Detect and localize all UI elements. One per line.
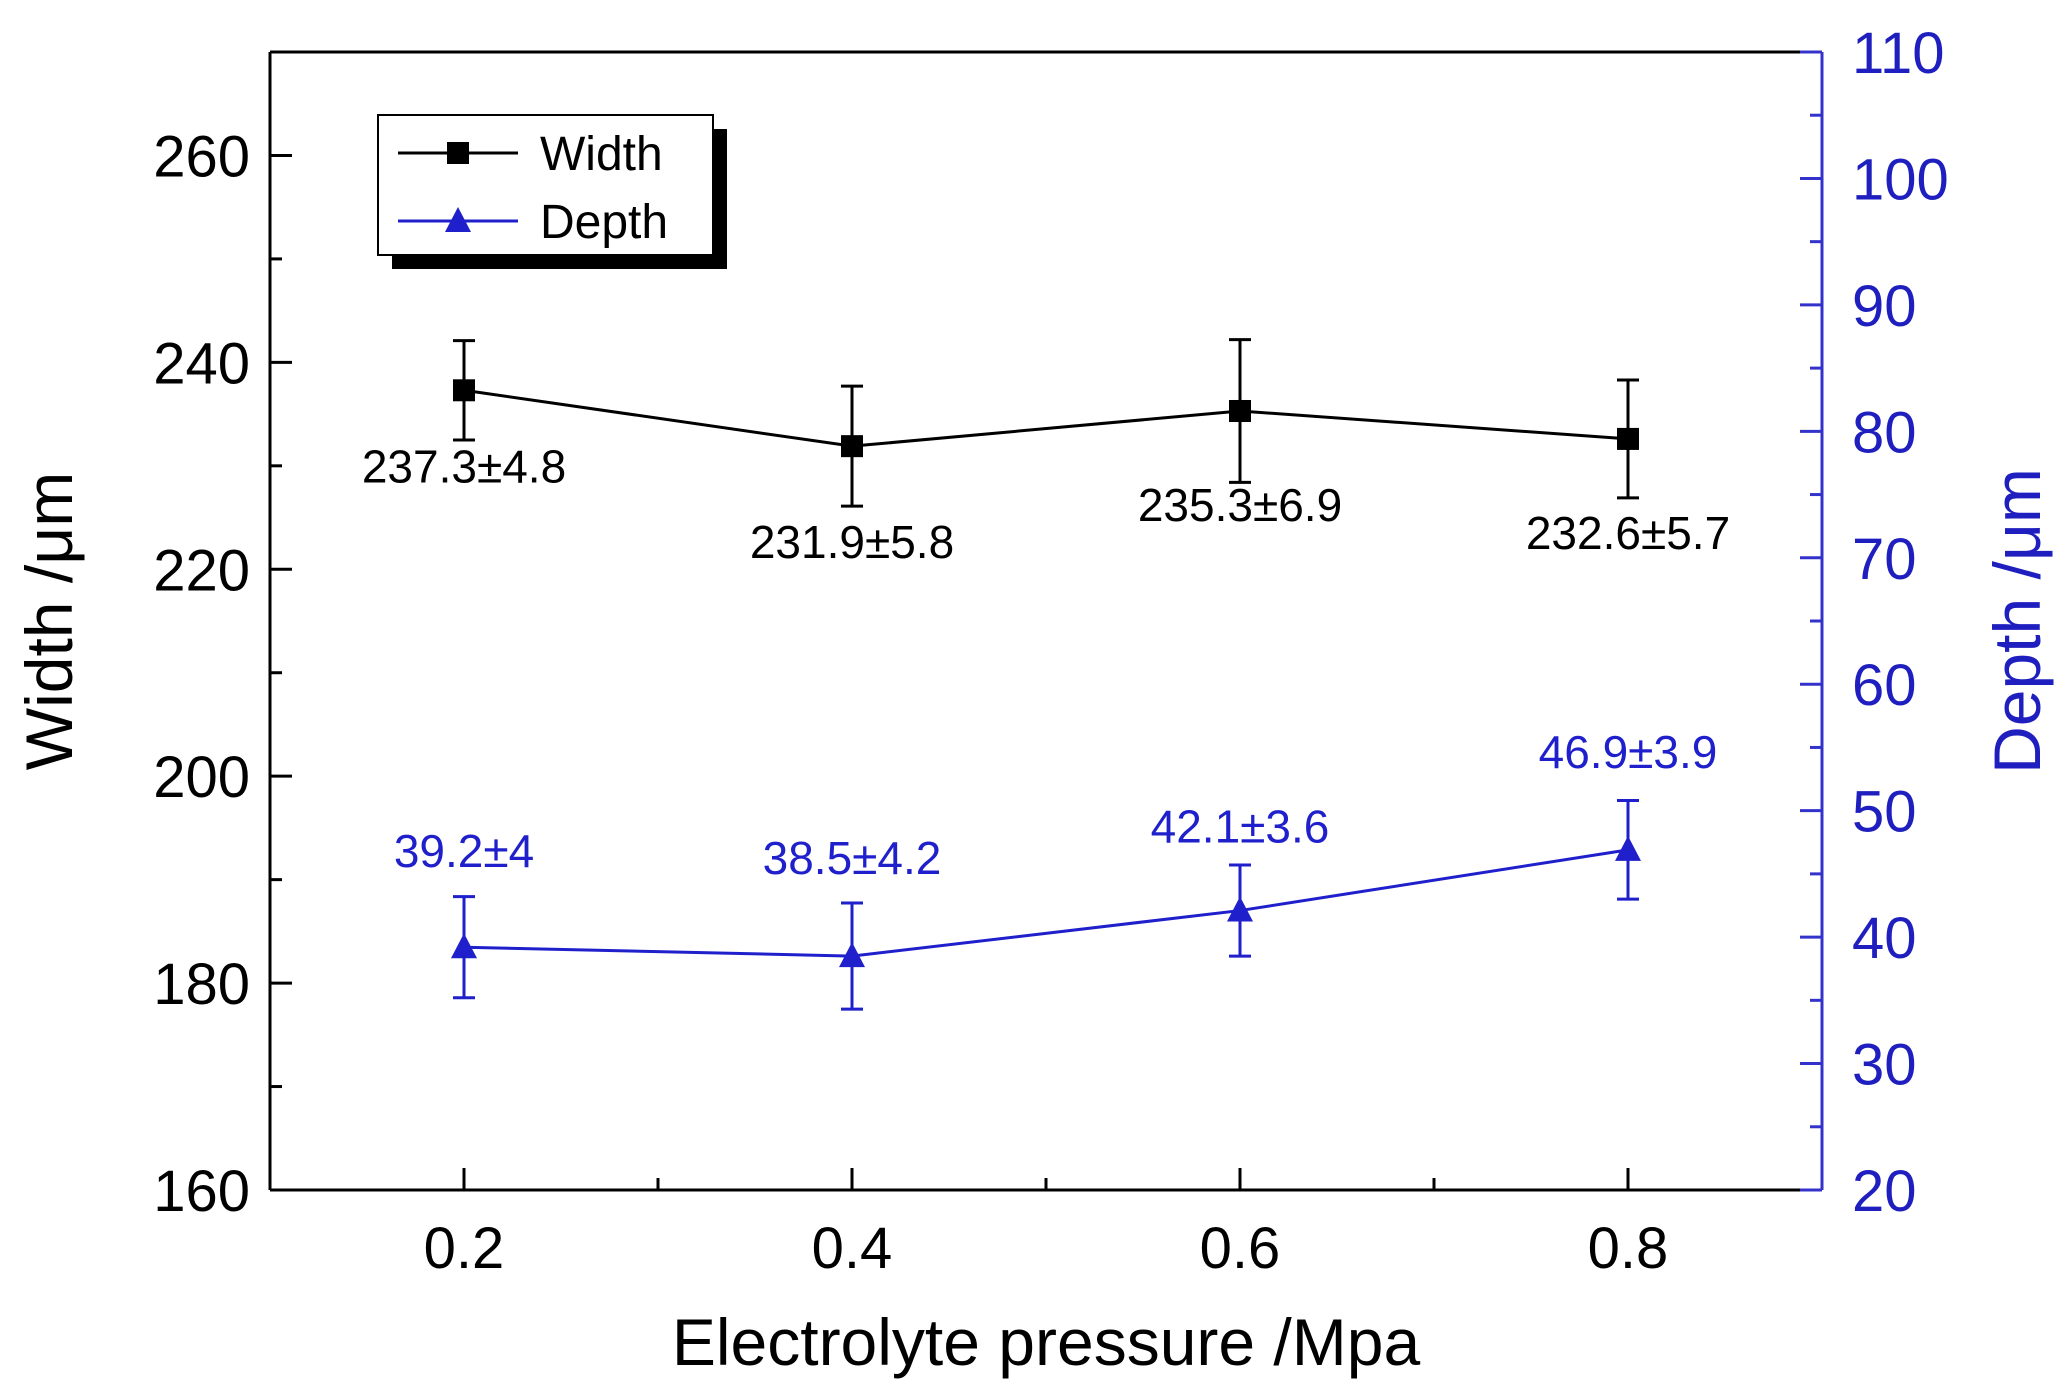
data-point-depth	[839, 942, 865, 968]
legend-label-depth: Depth	[540, 196, 668, 249]
data-label-width: 235.3±6.9	[1138, 479, 1342, 531]
y-right-tick-label: 60	[1852, 653, 1917, 718]
legend	[377, 114, 714, 256]
data-label-width: 237.3±4.8	[362, 440, 566, 492]
y-right-tick-label: 20	[1852, 1159, 1917, 1224]
y-left-axis-title: Width /μm	[12, 472, 86, 770]
legend-marker-width	[447, 142, 469, 164]
legend-marker-depth	[445, 207, 471, 232]
y-left-tick-label: 240	[153, 331, 250, 396]
data-label-width: 232.6±5.7	[1526, 507, 1730, 559]
legend-label-width: Width	[540, 128, 663, 181]
y-right-tick-label: 70	[1852, 527, 1917, 592]
series-line-depth	[463, 848, 1629, 958]
x-tick-label: 0.2	[424, 1216, 505, 1281]
y-right-tick-label: 100	[1852, 147, 1949, 212]
data-label-width: 231.9±5.8	[750, 516, 954, 568]
data-label-depth: 39.2±4	[394, 825, 534, 877]
y-right-tick-label: 80	[1852, 400, 1917, 465]
y-right-tick-label: 90	[1852, 274, 1917, 339]
x-tick-label: 0.6	[1200, 1216, 1281, 1281]
data-point-width	[1229, 399, 1251, 422]
x-tick-label: 0.4	[812, 1216, 893, 1281]
data-label-depth: 38.5±4.2	[763, 832, 942, 884]
series-line-width	[463, 388, 1629, 448]
y-left-tick-label: 200	[153, 745, 250, 810]
y-right-tick-label: 50	[1852, 780, 1917, 845]
y-right-tick-label: 110	[1852, 21, 1944, 86]
data-point-depth	[1227, 896, 1253, 922]
y-right-axis-title: Depth /μm	[1980, 468, 2054, 774]
data-point-depth	[451, 933, 477, 959]
x-tick-label: 0.8	[1588, 1216, 1669, 1281]
y-left-tick-label: 220	[153, 538, 250, 603]
data-point-depth	[1615, 835, 1641, 861]
y-left-tick-label: 260	[153, 124, 250, 189]
x-axis-title: Electrolyte pressure /Mpa	[672, 1305, 1421, 1379]
y-left-tick-label: 180	[153, 952, 250, 1017]
data-label-depth: 46.9±3.9	[1539, 726, 1718, 778]
y-left-tick-label: 160	[153, 1159, 250, 1224]
data-point-width	[1617, 427, 1639, 450]
data-label-depth: 42.1±3.6	[1151, 801, 1330, 853]
y-right-tick-label: 30	[1852, 1033, 1917, 1098]
data-point-width	[841, 435, 863, 458]
y-right-tick-label: 40	[1852, 906, 1917, 971]
data-point-width	[453, 379, 475, 402]
